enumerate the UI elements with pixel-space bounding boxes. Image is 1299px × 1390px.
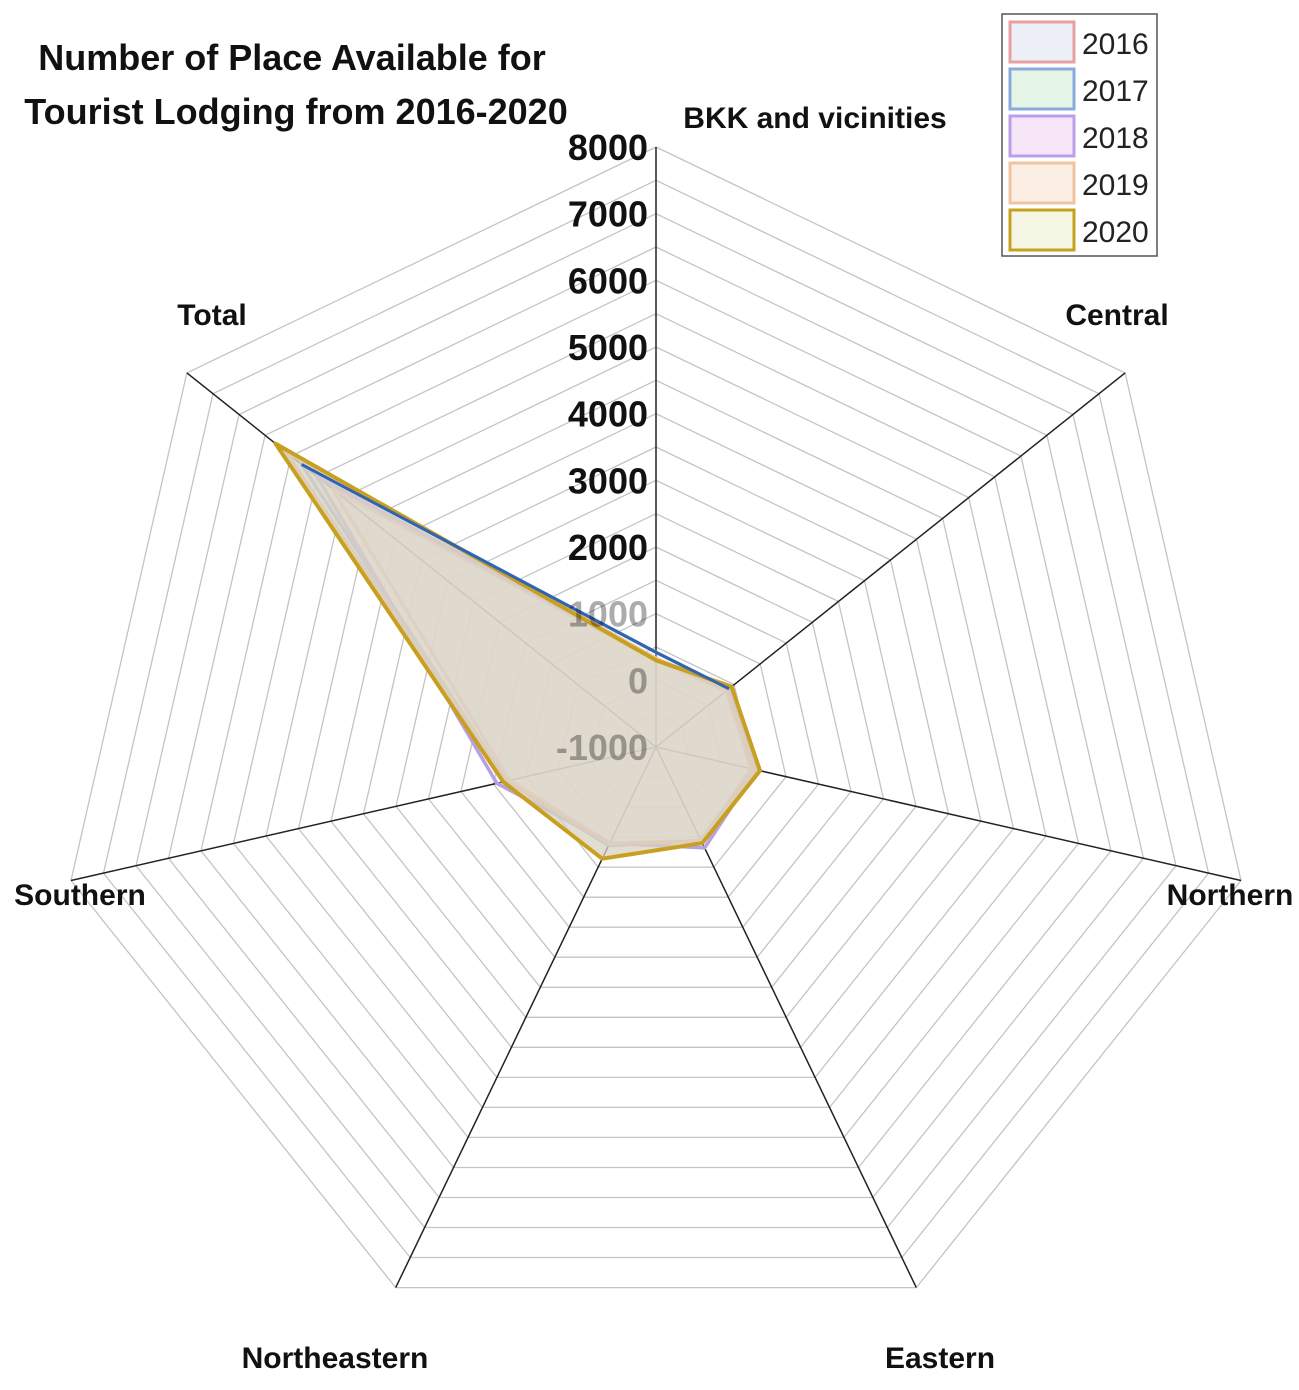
grid-ring — [102, 179, 1210, 1259]
category-label: Central — [1065, 299, 1168, 332]
tick-label: 0 — [628, 660, 648, 701]
series-emphasis-line — [300, 463, 730, 691]
axis-spoke — [655, 372, 1126, 748]
legend-swatch-2017 — [1008, 67, 1076, 111]
grid-ring — [265, 346, 1047, 1109]
chart-title-line-1: Number of Place Available for — [38, 37, 545, 78]
chart-title-line-2: Tourist Lodging from 2016-2020 — [24, 91, 567, 132]
grid-ring — [70, 146, 1242, 1289]
legend-label-2020: 2020 — [1082, 216, 1149, 249]
legend-swatch-2020 — [1008, 208, 1076, 252]
radar-series — [273, 441, 762, 861]
legend-label-2017: 2017 — [1082, 75, 1149, 108]
radial-tick-labels: 8000 7000 6000 5000 4000 3000 2000 1000 0 -1000 — [556, 127, 648, 768]
category-labels: BKK and vicinities Central Northern Eastern… — [14, 102, 1293, 1375]
tick-label: 7000 — [568, 194, 648, 235]
legend-swatch-2019 — [1008, 161, 1076, 205]
tick-label: 6000 — [568, 260, 648, 301]
category-label: Northeastern — [242, 1342, 429, 1375]
tick-label: 1000 — [568, 594, 648, 635]
category-label: Southern — [14, 879, 146, 912]
grid-ring — [232, 312, 1080, 1139]
grid-ring — [135, 212, 1177, 1229]
tick-label: 3000 — [568, 460, 648, 501]
legend-label-2019: 2019 — [1082, 169, 1149, 202]
grid-ring — [167, 246, 1145, 1199]
tick-label: 4000 — [568, 394, 648, 435]
tick-label: 2000 — [568, 527, 648, 568]
legend-swatch-2016 — [1008, 20, 1076, 64]
tick-label: 5000 — [568, 327, 648, 368]
legend-label-2016: 2016 — [1082, 28, 1149, 61]
category-label: Total — [177, 299, 246, 332]
grid-ring — [297, 379, 1015, 1079]
legend: 2016 2017 2018 2019 2020 — [1001, 13, 1158, 257]
grid-ring — [200, 279, 1112, 1169]
tick-label: 8000 — [568, 127, 648, 168]
category-label: BKK and vicinities — [683, 102, 946, 135]
category-label: Northern — [1167, 879, 1294, 912]
legend-label-2018: 2018 — [1082, 122, 1149, 155]
chart-title: Number of Place Available for Tourist Lo… — [24, 37, 567, 132]
category-label: Eastern — [885, 1342, 995, 1375]
tick-label: -1000 — [556, 727, 648, 768]
series-polygon-2020 — [273, 441, 762, 861]
legend-swatch-2018 — [1008, 114, 1076, 158]
